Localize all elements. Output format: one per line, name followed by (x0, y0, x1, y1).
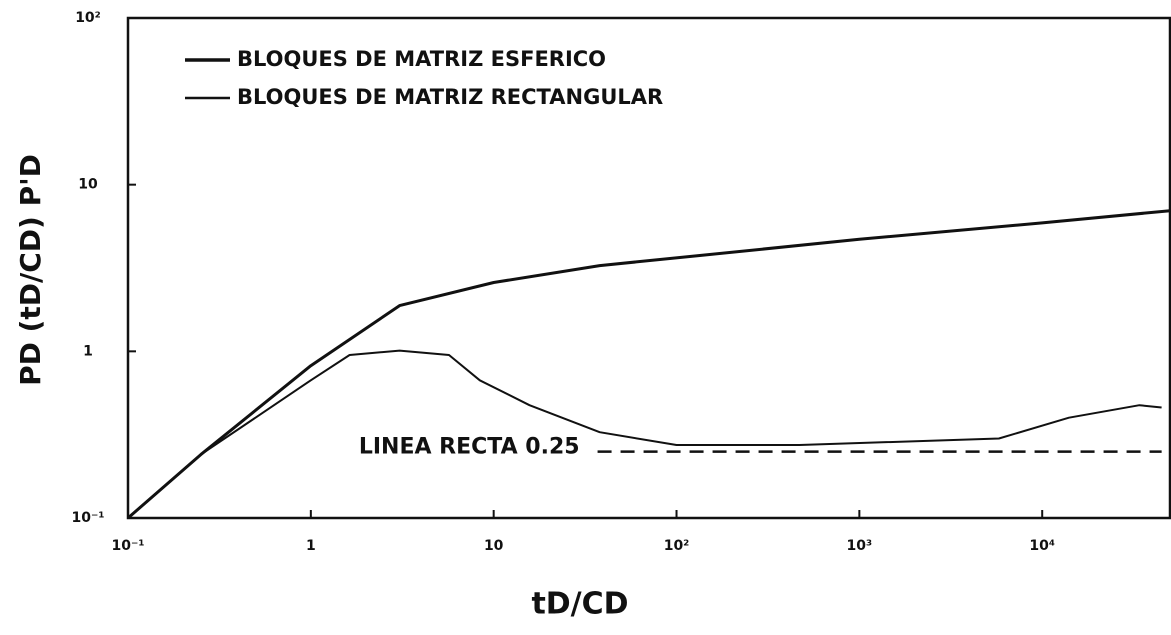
y-tick-label: 10 (78, 177, 98, 193)
y-tick-label: 10⁻¹ (71, 510, 104, 526)
x-tick-label: 10² (664, 538, 690, 554)
y-tick-label: 1 (83, 343, 93, 359)
x-axis-label: tD/CD (531, 587, 628, 622)
series-line (127, 209, 1171, 520)
x-tick-label: 10 (484, 538, 504, 554)
x-tick-label: 10⁻¹ (111, 538, 144, 554)
y-axis-label: PD (tD/CD) P'D (14, 154, 47, 386)
series-line (127, 349, 1162, 519)
legend-label: BLOQUES DE MATRIZ RECTANGULAR (237, 85, 663, 109)
annotation-text: LINEA RECTA 0.25 (359, 435, 580, 460)
legend-label: BLOQUES DE MATRIZ ESFERICO (237, 47, 606, 71)
x-tick-label: 10³ (847, 538, 873, 554)
plot-frame (126, 16, 1171, 520)
y-tick-label: 10² (75, 10, 101, 26)
x-tick-label: 1 (306, 538, 316, 554)
x-tick-label: 10⁴ (1029, 538, 1055, 554)
